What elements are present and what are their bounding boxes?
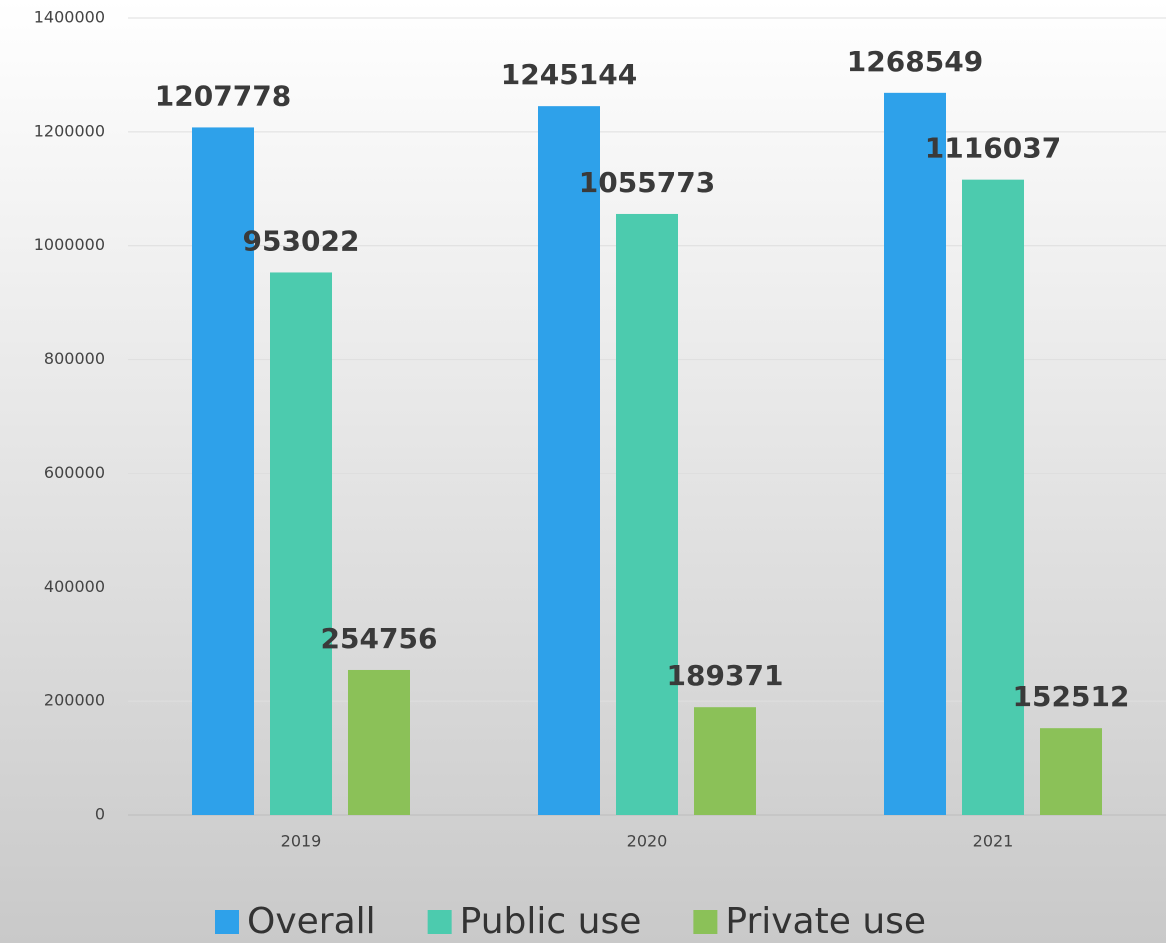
bar	[538, 106, 600, 816]
data-label: 1207778	[155, 79, 291, 112]
data-label: 953022	[243, 224, 360, 257]
bar	[192, 127, 254, 815]
data-label: 1116037	[925, 132, 1061, 165]
bar	[348, 669, 410, 815]
legend-label: Overall	[247, 901, 376, 942]
legend-swatch	[427, 910, 452, 934]
legend-label: Public use	[460, 901, 642, 942]
data-label: 1245144	[501, 58, 637, 91]
legend-swatch	[215, 910, 239, 934]
y-tick-label: 1200000	[34, 121, 105, 140]
bar	[270, 272, 332, 815]
bar	[962, 179, 1024, 816]
y-tick-label: 800000	[44, 349, 105, 368]
data-label: 152512	[1013, 680, 1130, 713]
y-tick-label: 400000	[44, 577, 105, 596]
data-label: 254756	[321, 622, 438, 655]
x-tick-label: 2020	[627, 832, 668, 851]
y-tick-label: 0	[95, 805, 105, 824]
legend-swatch	[693, 910, 718, 934]
bar	[884, 92, 946, 815]
data-label: 1055773	[579, 166, 715, 199]
data-label: 189371	[667, 659, 784, 692]
data-label: 1268549	[847, 45, 983, 78]
bar	[616, 213, 678, 816]
y-tick-label: 600000	[44, 463, 105, 482]
bar	[694, 707, 756, 815]
y-tick-label: 1400000	[34, 8, 105, 27]
x-tick-label: 2019	[281, 832, 322, 851]
bar	[1040, 728, 1102, 815]
x-tick-label: 2021	[973, 832, 1014, 851]
y-tick-label: 1000000	[34, 235, 105, 254]
y-tick-label: 200000	[44, 691, 105, 710]
legend-label: Private use	[725, 901, 926, 942]
